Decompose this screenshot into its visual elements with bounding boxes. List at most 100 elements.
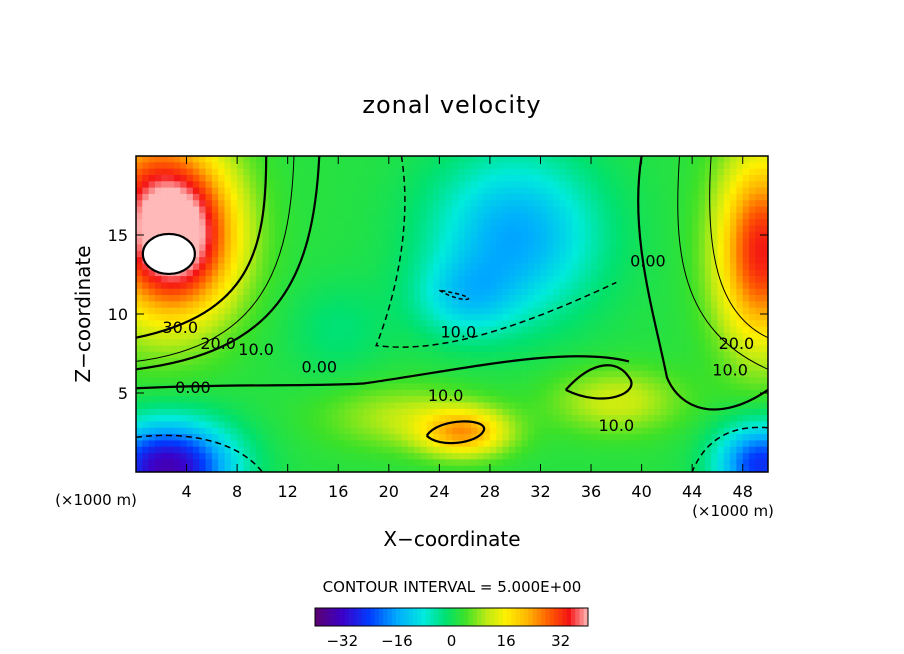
heatmap-cell [641, 307, 649, 315]
heatmap-cell [268, 415, 276, 422]
heatmap-cell [243, 244, 251, 252]
heatmap-cell [338, 389, 345, 397]
heatmap-cell [515, 263, 522, 271]
heatmap-cell [268, 377, 276, 384]
heatmap-cell [199, 326, 206, 334]
heatmap-cell [287, 421, 295, 429]
heatmap-cell [294, 415, 301, 422]
heatmap-cell [433, 421, 440, 429]
heatmap-cell [218, 307, 225, 315]
heatmap-cell [420, 351, 428, 359]
heatmap-cell [755, 307, 763, 315]
heatmap-cell [660, 307, 668, 315]
heatmap-cell [660, 459, 668, 467]
heatmap-cell [294, 219, 301, 226]
heatmap-cell [275, 370, 282, 378]
heatmap-cell [300, 396, 308, 403]
heatmap-cell [628, 402, 636, 410]
heatmap-cell [559, 193, 567, 201]
heatmap-cell [730, 307, 737, 315]
heatmap-cell [369, 219, 377, 226]
heatmap-cell [534, 212, 541, 220]
heatmap-cell [426, 250, 434, 258]
heatmap-cell [357, 320, 364, 328]
heatmap-cell [224, 181, 232, 188]
heatmap-cell [388, 383, 396, 391]
heatmap-cell [357, 389, 364, 397]
heatmap-cell [527, 212, 535, 220]
heatmap-cell [262, 219, 270, 226]
heatmap-cell [458, 301, 466, 309]
heatmap-cell [306, 263, 314, 271]
heatmap-cell [477, 212, 484, 220]
heatmap-cell [173, 434, 181, 441]
heatmap-cell [654, 250, 661, 258]
heatmap-cell [553, 351, 560, 359]
heatmap-cell [338, 269, 345, 277]
heatmap-cell [565, 263, 573, 271]
heatmap-cell [344, 421, 352, 429]
heatmap-cell [458, 345, 466, 353]
heatmap-cell [527, 339, 535, 346]
heatmap-cell [268, 206, 276, 214]
heatmap-cell [515, 282, 522, 290]
heatmap-cell [452, 193, 459, 201]
heatmap-cell [224, 427, 232, 435]
heatmap-cell [319, 200, 326, 207]
heatmap-cell [755, 453, 763, 460]
heatmap-cell [420, 314, 428, 321]
heatmap-cell [420, 345, 428, 353]
heatmap-cell [262, 250, 270, 258]
heatmap-cell [306, 200, 314, 207]
heatmap-cell [350, 465, 358, 473]
heatmap-cell [742, 282, 750, 290]
heatmap-cell [616, 193, 624, 201]
heatmap-cell [742, 345, 750, 353]
heatmap-cell [508, 427, 516, 435]
heatmap-cell [515, 320, 522, 328]
heatmap-cell [452, 421, 459, 429]
heatmap-cell [698, 238, 706, 245]
heatmap-cell [275, 162, 282, 170]
heatmap-cell [508, 459, 516, 467]
heatmap-cell [205, 225, 213, 233]
heatmap-cell [698, 415, 706, 422]
heatmap-cell [230, 156, 238, 163]
heatmap-cell [388, 162, 396, 170]
heatmap-cell [692, 370, 699, 378]
heatmap-cell [230, 364, 238, 372]
heatmap-cell [458, 244, 466, 252]
heatmap-cell [673, 339, 680, 346]
heatmap-cell [761, 212, 769, 220]
heatmap-cell [527, 326, 535, 334]
heatmap-cell [369, 193, 377, 201]
heatmap-cell [470, 206, 478, 214]
heatmap-cell [350, 168, 358, 176]
heatmap-cell [647, 257, 655, 264]
heatmap-cell [363, 250, 371, 258]
heatmap-cell [597, 440, 605, 448]
heatmap-cell [275, 453, 282, 460]
heatmap-cell [679, 358, 687, 365]
heatmap-cell [205, 396, 213, 403]
heatmap-cell [395, 225, 402, 233]
heatmap-cell [161, 459, 168, 467]
heatmap-cell [294, 364, 301, 372]
heatmap-cell [439, 244, 447, 252]
heatmap-cell [622, 263, 630, 271]
heatmap-cell [616, 459, 624, 467]
heatmap-cell [749, 370, 756, 378]
heatmap-cell [407, 174, 415, 182]
heatmap-cell [338, 206, 345, 214]
heatmap-cell [470, 244, 478, 252]
heatmap-cell [224, 200, 232, 207]
heatmap-cell [136, 377, 143, 384]
heatmap-cell [597, 434, 605, 441]
heatmap-cell [692, 320, 699, 328]
heatmap-cell [578, 314, 586, 321]
heatmap-cell [711, 459, 718, 467]
heatmap-cell [527, 453, 535, 460]
heatmap-cell [331, 383, 339, 391]
heatmap-cell [173, 440, 181, 448]
